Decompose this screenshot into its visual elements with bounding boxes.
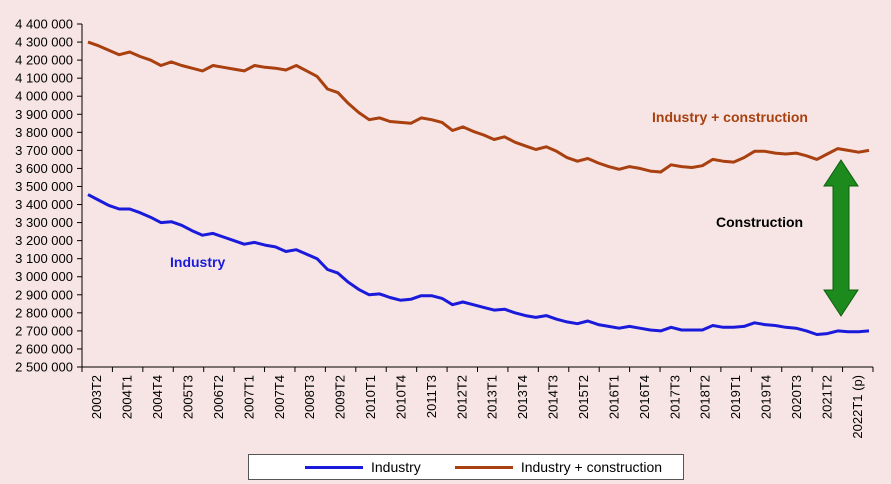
legend-item-industry: Industry — [305, 459, 421, 475]
y-tick-label: 4 100 000 — [15, 71, 73, 86]
y-tick-label: 3 500 000 — [15, 179, 73, 194]
y-tick-label: 2 900 000 — [15, 287, 73, 302]
x-tick-label: 2004T1 — [120, 375, 135, 419]
y-tick-label: 4 300 000 — [15, 35, 73, 50]
legend-swatch-industry — [305, 465, 363, 469]
legend: Industry Industry + construction — [248, 454, 684, 480]
y-tick-label: 3 800 000 — [15, 125, 73, 140]
y-tick-label: 4 000 000 — [15, 89, 73, 104]
x-tick-label: 2006T2 — [211, 375, 226, 419]
x-tick-label: 2005T3 — [180, 375, 195, 419]
x-tick-label: 2011T3 — [424, 375, 439, 418]
x-tick-label: 2010T1 — [363, 375, 378, 419]
industry-line — [87, 193, 870, 336]
x-tick-label: 2022T1 (p) — [850, 375, 865, 439]
x-tick-label: 2012T2 — [454, 375, 469, 419]
x-tick-label: 2019T4 — [759, 375, 774, 419]
industry-construction-line — [87, 40, 870, 174]
industry-construction-annotation: Industry + construction — [652, 109, 808, 125]
y-tick-label: 3 300 000 — [15, 215, 73, 230]
y-axis: 4 400 000 4 300 000 4 200 000 4 100 000 4 00… — [15, 17, 83, 375]
y-tick-label: 3 700 000 — [15, 143, 73, 158]
double-arrow-icon — [823, 159, 859, 317]
y-tick-label: 2 500 000 — [15, 360, 73, 375]
y-tick-label: 3 100 000 — [15, 251, 73, 266]
y-tick-label: 3 400 000 — [15, 197, 73, 212]
x-tick-label: 2020T3 — [789, 375, 804, 419]
construction-arrow — [823, 159, 859, 317]
x-tick-label: 2018T2 — [698, 375, 713, 419]
legend-label-industry-construction: Industry + construction — [520, 459, 663, 475]
x-tick-label: 2016T4 — [637, 375, 652, 419]
y-tick-label: 4 200 000 — [15, 53, 73, 68]
x-tick-label: 2009T2 — [333, 375, 348, 419]
x-axis: 2003T2 2004T1 2004T4 2005T3 2006T2 2007T1 2007… — [81, 366, 874, 439]
x-tick-label: 2013T1 — [485, 375, 500, 419]
y-tick-label: 3 900 000 — [15, 107, 73, 122]
series-layer — [87, 40, 870, 336]
x-tick-label: 2007T4 — [272, 375, 287, 419]
x-tick-label: 2003T2 — [89, 375, 104, 419]
legend-swatch-industry-construction — [454, 465, 513, 469]
industry-annotation: Industry — [170, 254, 225, 270]
y-tick-label: 3 000 000 — [15, 269, 73, 284]
y-tick-label: 2 700 000 — [15, 323, 73, 338]
x-tick-label: 2004T4 — [150, 375, 165, 419]
y-tick-label: 3 600 000 — [15, 161, 73, 176]
x-tick-label: 2015T2 — [576, 375, 591, 419]
legend-item-industry-construction: Industry + construction — [454, 459, 663, 475]
x-tick-label: 2017T3 — [667, 375, 682, 419]
x-tick-label: 2007T1 — [241, 375, 256, 419]
y-tick-label: 2 800 000 — [15, 305, 73, 320]
y-tick-label: 2 600 000 — [15, 341, 73, 356]
legend-label-industry: Industry — [371, 459, 421, 475]
x-tick-label: 2008T3 — [302, 375, 317, 419]
construction-annotation: Construction — [716, 214, 803, 230]
x-tick-label: 2013T4 — [515, 375, 530, 419]
y-tick-label: 4 400 000 — [15, 17, 73, 32]
x-tick-label: 2016T1 — [606, 375, 621, 419]
y-tick-label: 3 200 000 — [15, 233, 73, 248]
x-tick-label: 2010T4 — [393, 375, 408, 419]
x-tick-label: 2021T2 — [819, 375, 834, 419]
x-tick-label: 2014T3 — [546, 375, 561, 419]
x-tick-label: 2019T1 — [728, 375, 743, 419]
